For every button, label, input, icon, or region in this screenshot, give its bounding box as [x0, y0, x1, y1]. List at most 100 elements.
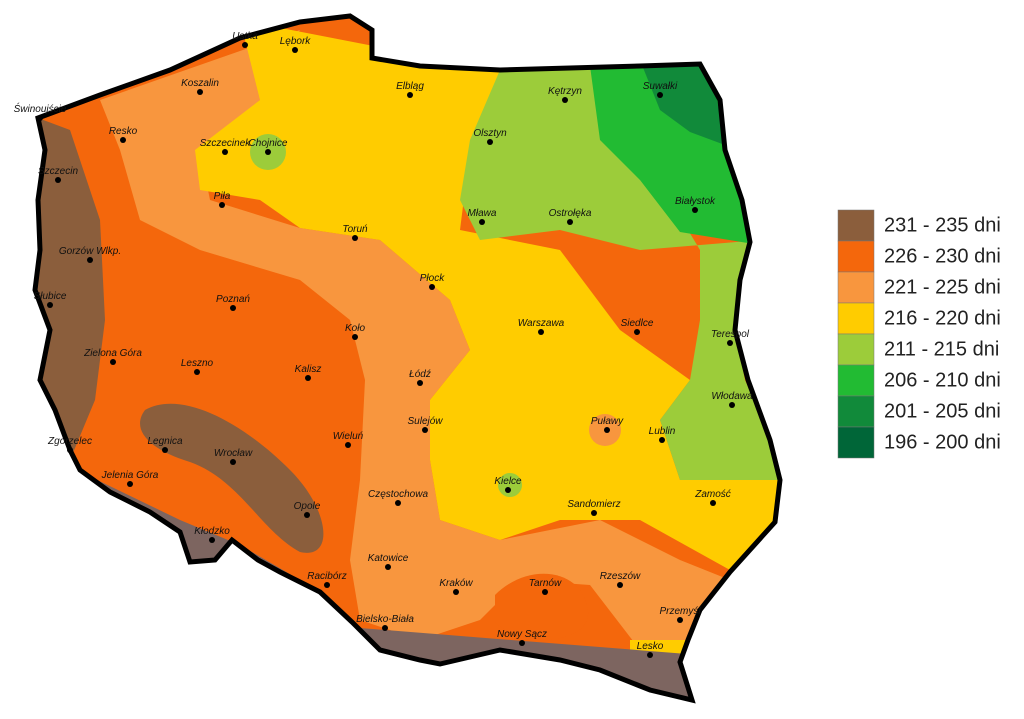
city-dot: [659, 437, 665, 443]
city-label: Elbląg: [396, 81, 424, 92]
legend-label: 211 - 215 dni: [884, 338, 999, 360]
city-dot: [429, 284, 435, 290]
city-dot: [67, 447, 73, 453]
zone: [460, 66, 780, 480]
city-label: Warszawa: [518, 318, 565, 329]
city-dot: [219, 202, 225, 208]
city-dot: [230, 305, 236, 311]
city-label: Tarnów: [529, 578, 562, 589]
city-label: Koszalin: [181, 78, 219, 89]
city-dot: [194, 369, 200, 375]
city-dot: [385, 564, 391, 570]
city-dot: [729, 402, 735, 408]
legend-swatch: [837, 271, 875, 304]
city-label: Zgorzelec: [47, 436, 92, 447]
city-label: Łódź: [409, 369, 431, 380]
legend-swatch: [837, 395, 875, 428]
city-dot: [120, 137, 126, 143]
zone: [495, 573, 589, 640]
city-dot: [453, 589, 459, 595]
city-label: Gorzów Wlkp.: [59, 246, 121, 257]
city-label: Olsztyn: [473, 128, 507, 139]
city-label: Częstochowa: [368, 489, 428, 500]
city-label: Lesko: [637, 641, 664, 652]
city-label: Opole: [294, 501, 321, 512]
city-label: Chojnice: [249, 138, 288, 149]
city-dot: [479, 219, 485, 225]
city-label: Nowy Sącz: [497, 629, 547, 640]
city-dot: [727, 340, 733, 346]
city-dot: [127, 481, 133, 487]
city-dot: [634, 329, 640, 335]
legend-swatch: [837, 364, 875, 397]
zone: [498, 473, 522, 497]
city-label: Kłodzko: [194, 526, 230, 537]
city-dot: [345, 442, 351, 448]
zone: [195, 20, 780, 570]
city-dot: [222, 149, 228, 155]
city-dot: [304, 512, 310, 518]
city-dot: [87, 257, 93, 263]
city-label: Mława: [468, 208, 497, 219]
city-label: Katowice: [368, 553, 409, 564]
city-dot: [265, 149, 271, 155]
city-dot: [417, 380, 423, 386]
city-dot: [305, 375, 311, 381]
legend-swatch: [837, 209, 875, 242]
city-label: Terespol: [711, 329, 750, 340]
legend-swatch: [837, 240, 875, 273]
city-dot: [657, 92, 663, 98]
zone: [640, 60, 725, 145]
city-dot: [519, 640, 525, 646]
city-label: Przemyśl: [659, 606, 701, 617]
legend-label: 231 - 235 dni: [884, 214, 1001, 236]
legend-label: 216 - 220 dni: [884, 307, 1001, 329]
city-label: Słubice: [34, 291, 67, 302]
city-label: Kalisz: [295, 364, 322, 375]
city-dot: [37, 115, 43, 121]
city-label: Piła: [214, 191, 231, 202]
city-dot: [324, 582, 330, 588]
city-dot: [162, 447, 168, 453]
city-label: Jelenia Góra: [101, 470, 159, 481]
legend-label: 221 - 225 dni: [884, 276, 1001, 298]
city-label: Puławy: [591, 416, 624, 427]
city-dot: [710, 500, 716, 506]
city-dot: [692, 207, 698, 213]
city-label: Wrocław: [214, 448, 253, 459]
city-dot: [197, 89, 203, 95]
city-dot: [562, 97, 568, 103]
city-label: Kętrzyn: [548, 86, 582, 97]
city-label: Leszno: [181, 358, 214, 369]
legend-label: 196 - 200 dni: [884, 431, 1001, 453]
city-dot: [591, 510, 597, 516]
city-dot: [487, 139, 493, 145]
city-dot: [352, 334, 358, 340]
zone: [100, 30, 730, 650]
city-label: Zielona Góra: [83, 348, 142, 359]
city-label: Bielsko-Biała: [356, 614, 414, 625]
city-label: Włodawa: [711, 391, 753, 402]
cities: Ustka Lębork Koszalin Świnoujście Resko Szcze…: [14, 31, 753, 658]
legend-swatch: [837, 333, 875, 366]
legend-swatch: [837, 426, 875, 459]
city-label: Kraków: [439, 578, 473, 589]
city-label: Suwałki: [643, 81, 678, 92]
legend-label: 206 - 210 dni: [884, 369, 1001, 391]
city-dot: [110, 359, 116, 365]
city-dot: [567, 219, 573, 225]
city-label: Koło: [345, 323, 365, 334]
city-label: Siedlce: [621, 318, 654, 329]
city-label: Kielce: [494, 476, 522, 487]
city-label: Rzeszów: [600, 571, 641, 582]
city-dot: [604, 427, 610, 433]
city-dot: [352, 235, 358, 241]
city-dot: [647, 652, 653, 658]
city-dot: [407, 92, 413, 98]
city-label: Lębork: [280, 36, 312, 47]
city-label: Resko: [109, 126, 138, 137]
city-label: Lublin: [649, 426, 676, 437]
city-label: Szczecinek: [200, 138, 252, 149]
city-label: Ustka: [232, 31, 258, 42]
